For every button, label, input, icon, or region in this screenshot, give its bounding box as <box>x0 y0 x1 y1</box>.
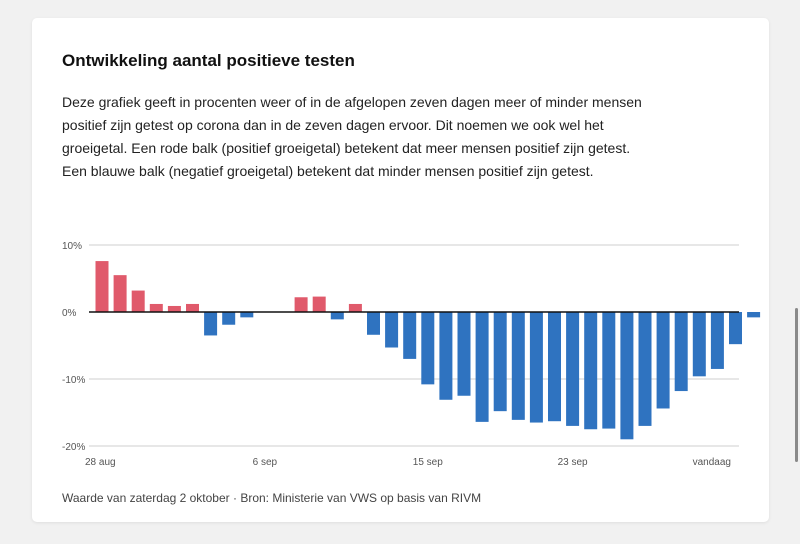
chart-description: Deze grafiek geeft in procenten weer of … <box>62 94 642 179</box>
bar-positive <box>113 275 127 312</box>
scrollbar[interactable] <box>795 308 798 462</box>
x-tick-label: vandaag <box>693 457 731 468</box>
x-tick-label: 28 aug <box>85 457 116 468</box>
bar-positive <box>294 297 308 312</box>
bar-negative <box>457 312 471 396</box>
y-tick-label: 0% <box>62 308 77 319</box>
bar-negative <box>493 312 507 412</box>
x-tick-label: 23 sep <box>558 457 588 468</box>
bar-positive <box>312 296 326 312</box>
bar-negative <box>367 312 380 335</box>
y-tick-label: -10% <box>62 375 85 386</box>
bar-positive <box>149 303 163 312</box>
bar-negative <box>511 312 525 420</box>
y-tick-label: 10% <box>62 241 82 252</box>
bar-negative <box>584 312 598 430</box>
bar-positive <box>186 303 199 312</box>
x-tick-label: 15 sep <box>413 457 443 468</box>
bar-negative <box>240 312 254 318</box>
y-tick-label: -20% <box>62 442 85 453</box>
growth-bar-chart: 10% 0% -10% -20%28 aug 6 sep 15 sep 23 sep vand… <box>62 241 761 468</box>
bar-negative <box>421 312 435 385</box>
bar-negative <box>729 312 742 345</box>
bar-negative <box>566 312 580 426</box>
bar-negative <box>330 312 344 320</box>
bar-negative <box>747 312 761 318</box>
x-tick-label: 6 sep <box>253 457 278 468</box>
bar-positive <box>95 261 109 312</box>
bar-negative <box>692 312 706 377</box>
chart-card: Ontwikkeling aantal positieve testen Dez… <box>32 18 769 522</box>
bar-negative <box>656 312 670 409</box>
bar-positive <box>131 290 145 312</box>
bar-negative <box>710 312 724 369</box>
source-note: Waarde van zaterdag 2 oktober · Bron: Mi… <box>62 491 482 505</box>
bar-negative <box>674 312 688 392</box>
bar-negative <box>204 312 218 336</box>
bar-negative <box>385 312 399 348</box>
bar-negative <box>529 312 543 423</box>
bar-negative <box>222 312 236 325</box>
bar-negative <box>638 312 652 426</box>
bar-negative <box>620 312 634 440</box>
bar-negative <box>475 312 489 422</box>
bar-positive <box>348 303 362 312</box>
bar-negative <box>548 312 561 422</box>
chart-title: Ontwikkeling aantal positieve testen <box>62 51 355 70</box>
bar-negative <box>602 312 616 429</box>
bar-negative <box>439 312 453 400</box>
bar-negative <box>403 312 417 359</box>
bar-positive <box>167 305 181 312</box>
